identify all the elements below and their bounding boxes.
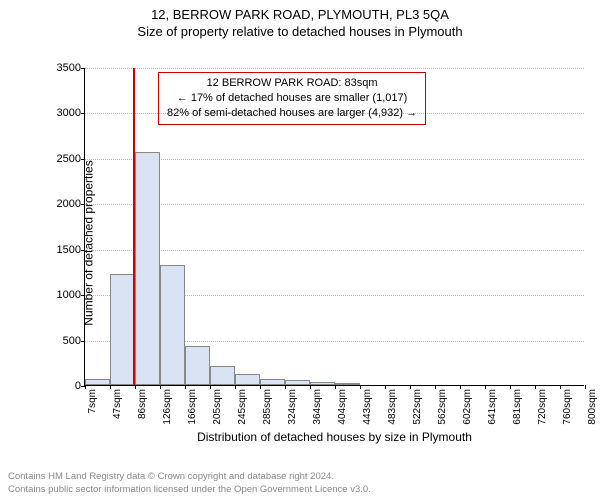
page-subtitle: Size of property relative to detached ho… bbox=[0, 24, 600, 39]
histogram-bar bbox=[160, 265, 185, 385]
annotation-box: 12 BERROW PARK ROAD: 83sqm ← 17% of deta… bbox=[158, 72, 426, 125]
x-axis-label: Distribution of detached houses by size … bbox=[197, 430, 472, 444]
gridline bbox=[85, 113, 584, 114]
xtick-label: 205sqm bbox=[210, 385, 223, 425]
ytick-label: 3000 bbox=[57, 107, 85, 119]
ytick-label: 3500 bbox=[57, 62, 85, 74]
histogram-bar bbox=[235, 374, 260, 385]
annotation-line1: 12 BERROW PARK ROAD: 83sqm bbox=[207, 77, 378, 89]
xtick-label: 86sqm bbox=[135, 385, 148, 419]
xtick-label: 800sqm bbox=[585, 385, 598, 425]
ytick-label: 500 bbox=[63, 335, 85, 347]
histogram-bar bbox=[185, 346, 210, 385]
xtick-label: 720sqm bbox=[535, 385, 548, 425]
title-line1: 12, BERROW PARK ROAD, PLYMOUTH, PL3 5QA bbox=[151, 7, 449, 22]
xtick-label: 562sqm bbox=[435, 385, 448, 425]
histogram-bar bbox=[110, 274, 135, 385]
xtick-label: 7sqm bbox=[85, 385, 98, 413]
xtick-label: 126sqm bbox=[160, 385, 173, 425]
histogram-bar bbox=[210, 366, 235, 385]
marker-line bbox=[133, 68, 135, 385]
page-title: 12, BERROW PARK ROAD, PLYMOUTH, PL3 5QA bbox=[0, 0, 600, 24]
xtick-label: 166sqm bbox=[185, 385, 198, 425]
plot-area: 12 BERROW PARK ROAD: 83sqm ← 17% of deta… bbox=[84, 68, 584, 386]
gridline bbox=[85, 68, 584, 69]
footer-line2: Contains public sector information licen… bbox=[8, 484, 371, 495]
xtick-label: 760sqm bbox=[560, 385, 573, 425]
xtick-label: 443sqm bbox=[360, 385, 373, 425]
footer-line1: Contains HM Land Registry data © Crown c… bbox=[8, 471, 334, 482]
xtick-label: 641sqm bbox=[485, 385, 498, 425]
xtick-label: 47sqm bbox=[110, 385, 123, 419]
xtick-label: 324sqm bbox=[285, 385, 298, 425]
xtick-label: 483sqm bbox=[385, 385, 398, 425]
xtick-label: 602sqm bbox=[460, 385, 473, 425]
ytick-label: 1000 bbox=[57, 289, 85, 301]
ytick-label: 2000 bbox=[57, 198, 85, 210]
xtick-label: 245sqm bbox=[235, 385, 248, 425]
title-line2: Size of property relative to detached ho… bbox=[137, 24, 462, 39]
xtick-label: 285sqm bbox=[260, 385, 273, 425]
xtick-label: 404sqm bbox=[335, 385, 348, 425]
histogram-bar bbox=[135, 152, 160, 385]
xtick-label: 522sqm bbox=[410, 385, 423, 425]
xtick-label: 681sqm bbox=[510, 385, 523, 425]
histogram-chart: Number of detached properties 12 BERROW … bbox=[60, 46, 590, 426]
xtick-label: 364sqm bbox=[310, 385, 323, 425]
ytick-label: 2500 bbox=[57, 153, 85, 165]
ytick-label: 1500 bbox=[57, 244, 85, 256]
ytick-label: 0 bbox=[75, 380, 85, 392]
annotation-line2: ← 17% of detached houses are smaller (1,… bbox=[177, 92, 408, 104]
footer-attribution: Contains HM Land Registry data © Crown c… bbox=[8, 471, 592, 496]
